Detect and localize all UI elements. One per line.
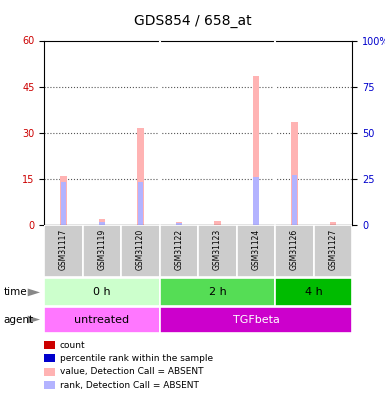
Bar [330,222,336,225]
Polygon shape [28,288,40,296]
Text: GSM31119: GSM31119 [97,229,107,270]
Bar [160,278,275,306]
Text: untreated: untreated [74,315,130,325]
Text: 0 h: 0 h [93,287,111,297]
Text: GSM31127: GSM31127 [328,229,338,270]
Bar [198,225,237,277]
Bar [121,225,160,277]
Bar [237,225,275,277]
Bar [44,307,160,333]
Bar [61,182,66,225]
Bar [160,307,352,333]
Bar [292,175,297,225]
Bar [44,225,83,277]
Text: GSM31124: GSM31124 [251,229,261,270]
Polygon shape [28,315,40,324]
Text: percentile rank within the sample: percentile rank within the sample [60,354,213,363]
Bar [314,225,352,277]
Bar [138,182,143,225]
Bar [176,222,182,225]
Bar [176,223,182,225]
Text: 2 h: 2 h [209,287,226,297]
Text: GSM31123: GSM31123 [213,229,222,270]
Bar [83,225,121,277]
Text: agent: agent [4,315,34,324]
Text: GSM31117: GSM31117 [59,229,68,270]
Bar [99,222,105,225]
Bar [253,177,259,225]
Bar [44,278,160,306]
Text: 4 h: 4 h [305,287,323,297]
Text: TGFbeta: TGFbeta [233,315,280,325]
Text: GSM31122: GSM31122 [174,229,184,270]
Bar [253,76,259,225]
Text: time: time [4,287,27,297]
Bar [160,225,198,277]
Text: GSM31120: GSM31120 [136,229,145,270]
Bar [60,176,67,225]
Text: GDS854 / 658_at: GDS854 / 658_at [134,14,251,28]
Bar [137,128,144,225]
Bar [99,219,105,225]
Bar [291,122,298,225]
Bar [275,225,314,277]
Text: count: count [60,341,85,350]
Bar [275,278,352,306]
Text: value, Detection Call = ABSENT: value, Detection Call = ABSENT [60,367,203,376]
Bar [214,221,221,225]
Text: rank, Detection Call = ABSENT: rank, Detection Call = ABSENT [60,381,199,390]
Text: GSM31126: GSM31126 [290,229,299,270]
